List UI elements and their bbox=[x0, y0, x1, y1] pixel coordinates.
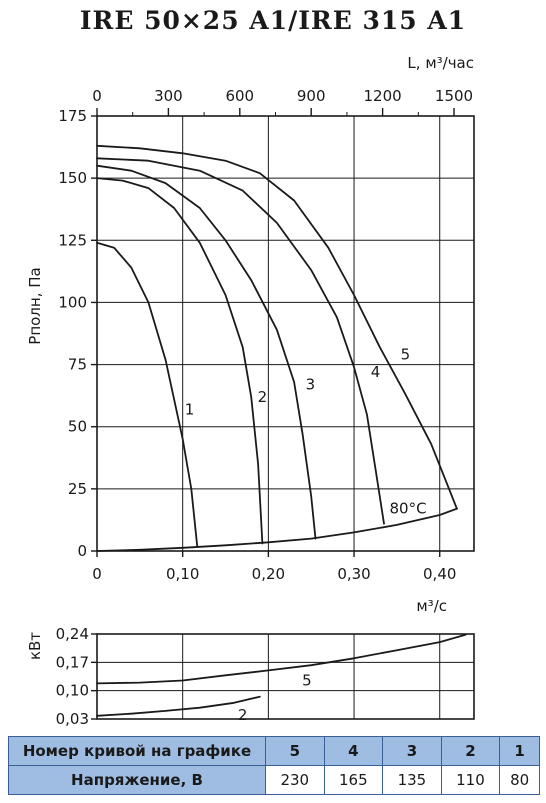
x2-tick-label: 0 bbox=[92, 87, 102, 105]
power-y-tick-label: 0,24 bbox=[56, 625, 89, 643]
table-row-curve-numbers: Номер кривой на графике 5 4 3 2 1 bbox=[8, 736, 540, 766]
voltage-cell: 135 bbox=[382, 765, 442, 795]
y-tick-label: 175 bbox=[58, 107, 87, 125]
plot-frame bbox=[96, 115, 475, 552]
x2-tick-label: 1500 bbox=[435, 87, 473, 105]
curve-number-cell: 5 bbox=[265, 736, 325, 766]
x2-tick-label: 900 bbox=[297, 87, 326, 105]
y-axis-label: Pполн, Па bbox=[26, 267, 44, 344]
voltage-cell: 110 bbox=[440, 765, 501, 795]
chart-title: IRE 50×25 A1/IRE 315 A1 bbox=[79, 6, 467, 35]
power-y-tick-label: 0,03 bbox=[56, 710, 89, 728]
curve-number-cell: 1 bbox=[499, 736, 540, 766]
power-y-tick-label: 0,17 bbox=[56, 653, 89, 671]
curve-number-cell: 3 bbox=[382, 736, 442, 766]
series-line-5 bbox=[96, 144, 458, 510]
series-label: 3 bbox=[306, 375, 316, 393]
curve-number-cell: 4 bbox=[323, 736, 384, 766]
power-y-axis-label: кВт bbox=[26, 632, 44, 660]
voltage-cell: 230 bbox=[265, 765, 325, 795]
y-tick-label: 0 bbox=[77, 542, 87, 560]
series-label: 2 bbox=[258, 388, 268, 406]
curve-number-cell: 2 bbox=[440, 736, 501, 766]
annotation-80c: 80°C bbox=[389, 500, 426, 518]
y-tick-label: 75 bbox=[68, 356, 87, 374]
series-line-1 bbox=[96, 241, 199, 547]
y-tick-label: 25 bbox=[68, 480, 87, 498]
y-tick-label: 50 bbox=[68, 418, 87, 436]
y-tick-label: 100 bbox=[58, 293, 87, 311]
series-label: 4 bbox=[371, 363, 381, 381]
x2-tick-label: 300 bbox=[154, 87, 183, 105]
x2-tick-label: 1200 bbox=[364, 87, 402, 105]
x-tick-label: 0,20 bbox=[252, 565, 285, 583]
curve-voltage-table: Номер кривой на графике 5 4 3 2 1 Напряж… bbox=[8, 736, 540, 795]
series-line-80C bbox=[96, 507, 458, 552]
series-line-2 bbox=[96, 177, 264, 545]
y-tick-label: 150 bbox=[58, 169, 87, 187]
power-plot-frame bbox=[96, 633, 475, 720]
x-tick-label: 0 bbox=[92, 565, 102, 583]
series-label: 5 bbox=[401, 346, 411, 364]
series-line-4 bbox=[96, 157, 385, 525]
series-label: 1 bbox=[185, 400, 195, 418]
voltage-label: Напряжение, В bbox=[8, 765, 266, 795]
table-row-voltage: Напряжение, В 230 165 135 110 80 bbox=[8, 765, 540, 795]
y-tick-label: 125 bbox=[58, 231, 87, 249]
x-tick-label: 0,10 bbox=[166, 565, 199, 583]
x2-axis-label: L, м³/час bbox=[407, 54, 474, 72]
voltage-cell: 165 bbox=[323, 765, 384, 795]
series-line-5 bbox=[96, 633, 467, 685]
series-line-3 bbox=[96, 164, 317, 540]
x-axis-label: м³/с bbox=[416, 597, 447, 615]
power-series-label: 5 bbox=[302, 672, 312, 690]
power-y-tick-label: 0,10 bbox=[56, 682, 89, 700]
curve-number-label: Номер кривой на графике bbox=[8, 736, 266, 766]
voltage-cell: 80 bbox=[499, 765, 540, 795]
series-line-2 bbox=[96, 695, 261, 717]
x-tick-label: 0,30 bbox=[337, 565, 370, 583]
x2-tick-label: 600 bbox=[225, 87, 254, 105]
power-series-label: 2 bbox=[238, 706, 248, 724]
x-tick-label: 0,40 bbox=[423, 565, 456, 583]
